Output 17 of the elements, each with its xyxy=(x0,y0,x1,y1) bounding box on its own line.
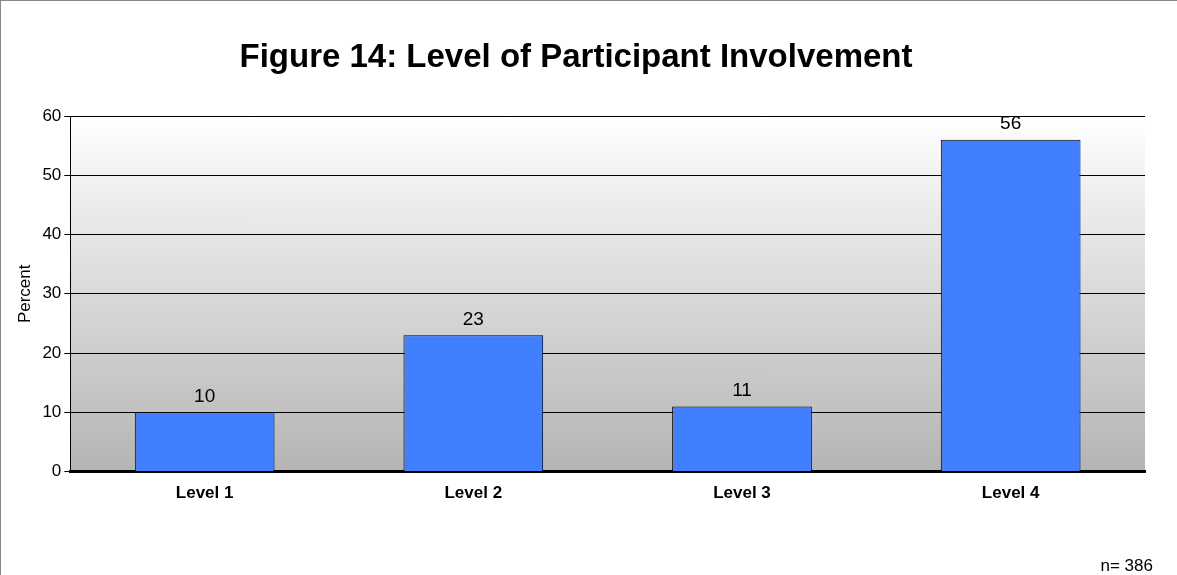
data-label: 10 xyxy=(194,385,216,407)
y-tick-label: 10 xyxy=(42,402,62,422)
x-tick-label: Level 2 xyxy=(444,483,503,503)
text: n= 386 xyxy=(1100,556,1153,575)
y-tick-label: 20 xyxy=(42,342,62,362)
x-tick-label: Level 3 xyxy=(713,483,771,503)
chart-title: Figure 14: Level of Participant Involvement xyxy=(238,37,914,75)
y-tick-label: 0 xyxy=(51,461,62,481)
y-axis-title: Percent xyxy=(14,264,34,324)
y-tick-label: 30 xyxy=(42,283,62,303)
x-tick-label: Level 4 xyxy=(981,483,1041,503)
y-tick-label: 50 xyxy=(42,164,62,184)
data-label: 23 xyxy=(462,308,484,330)
y-tick-label: 60 xyxy=(42,105,62,125)
y-tick-label: 40 xyxy=(42,224,62,244)
x-tick-label: Level 1 xyxy=(175,483,234,503)
data-label: 11 xyxy=(732,379,752,401)
